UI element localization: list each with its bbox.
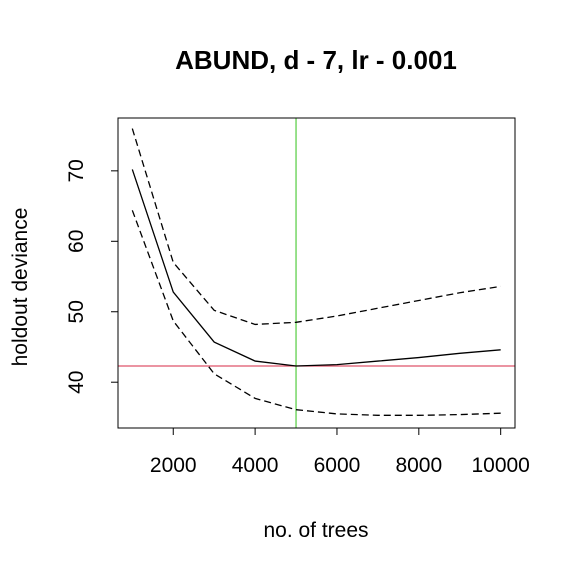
x-tick-label: 8000 [395,454,442,477]
axes: 2000 4000 6000 8000 10000 40 50 60 70 [65,159,530,477]
lower-se-dashed-line [131,210,501,416]
y-axis-label: holdout deviance [9,208,32,367]
y-tick-label: 50 [65,300,88,323]
mean-deviance-line [131,169,501,367]
upper-se-dashed-line [131,128,501,326]
reference-lines [118,118,515,428]
x-tick-label: 6000 [314,454,361,477]
x-tick-label: 4000 [232,454,279,477]
y-tick-label: 70 [65,159,88,182]
x-tick-label: 10000 [471,454,529,477]
y-tick-label: 60 [65,230,88,253]
x-tick-label: 2000 [150,454,197,477]
chart-title: ABUND, d - 7, lr - 0.001 [175,45,457,75]
series-lines [131,128,501,416]
y-tick-label: 40 [65,371,88,394]
plot-frame [117,117,516,429]
x-axis-label: no. of trees [263,519,368,542]
